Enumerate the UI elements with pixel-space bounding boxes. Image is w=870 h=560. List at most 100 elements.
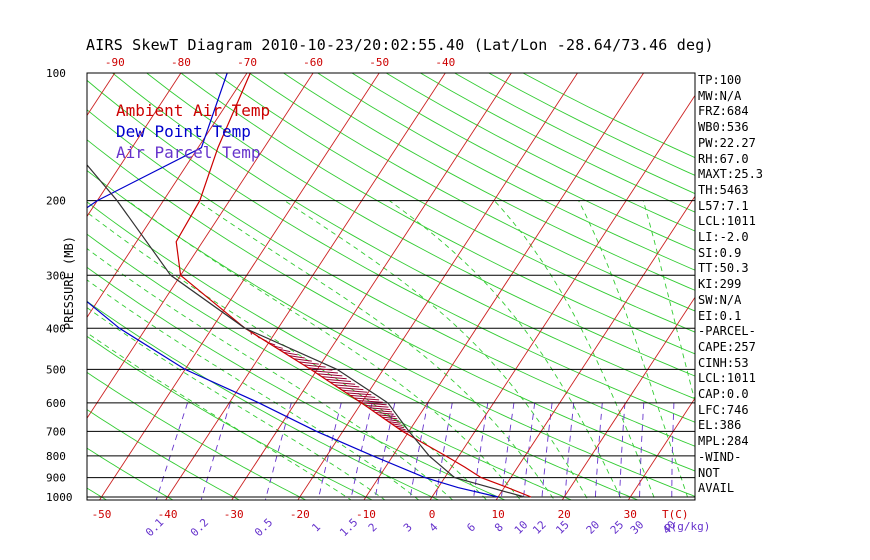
ambient-temp-line bbox=[175, 73, 532, 498]
mixing-ratio-line bbox=[374, 402, 396, 500]
bottom-temp-tick-label: -10 bbox=[356, 508, 376, 521]
isotherm bbox=[87, 73, 314, 420]
mixing-ratio-line bbox=[350, 402, 373, 500]
mixing-ratio-line bbox=[564, 402, 575, 500]
hatch-line bbox=[342, 389, 368, 393]
top-temp-tick-label: -70 bbox=[237, 56, 257, 69]
hatch-line bbox=[278, 348, 291, 353]
dry-adiabat bbox=[317, 73, 695, 271]
hatch-line bbox=[288, 355, 305, 359]
chart-title: AIRS SkewT Diagram 2010-10-23/20:02:55.4… bbox=[86, 36, 714, 54]
pressure-tick-label: 1000 bbox=[46, 491, 73, 504]
mixing-ratio-tick-label: 0.2 bbox=[188, 516, 211, 539]
temp-unit-label: T(C) bbox=[662, 508, 689, 521]
hatch-line bbox=[371, 409, 393, 413]
mixing-ratio-tick-label: 8 bbox=[492, 521, 506, 535]
plot-frame bbox=[86, 72, 696, 501]
grid-layer bbox=[0, 73, 870, 506]
mixing-ratio-line bbox=[500, 402, 515, 500]
hatch-line bbox=[308, 367, 333, 371]
cape-hatch bbox=[250, 331, 408, 433]
isotherm bbox=[231, 73, 512, 500]
index-entry: FRZ:684 bbox=[698, 104, 749, 119]
isotherm bbox=[87, 73, 248, 319]
hatch-line bbox=[375, 412, 394, 415]
dry-adiabat bbox=[214, 73, 695, 333]
dry-adiabat bbox=[0, 73, 49, 506]
hatch-line bbox=[385, 418, 400, 422]
mixing-ratio-tick-label: 30 bbox=[628, 518, 647, 537]
mixing-ratio-line bbox=[409, 402, 429, 500]
dry-adiabat bbox=[112, 73, 695, 400]
bottom-temp-tick-label: 10 bbox=[491, 508, 504, 521]
pressure-tick-label: 300 bbox=[46, 269, 66, 282]
top-temp-tick-label: -40 bbox=[435, 56, 455, 69]
y-axis-label: PRESSURE (MB) bbox=[62, 236, 76, 330]
index-entry: -PARCEL- bbox=[698, 324, 756, 339]
index-entry: LCL:1011 bbox=[698, 214, 756, 229]
mixing-ratio-tick-label: 3 bbox=[401, 521, 415, 535]
legend-entry: Dew Point Temp bbox=[116, 122, 251, 141]
hatch-line bbox=[334, 384, 360, 388]
index-entry: CAP:0.0 bbox=[698, 387, 749, 402]
hatch-line bbox=[321, 376, 347, 380]
dry-adiabat bbox=[522, 73, 695, 159]
pressure-tick-label: 600 bbox=[46, 397, 66, 410]
pressure-tick-label: 500 bbox=[46, 363, 66, 376]
top-temp-tick-label: -90 bbox=[105, 56, 125, 69]
bottom-temp-tick-label: -30 bbox=[224, 508, 244, 521]
dry-adiabat bbox=[87, 233, 573, 500]
bottom-temp-tick-label: -40 bbox=[158, 508, 178, 521]
isotherm bbox=[495, 195, 695, 500]
mixing-ratio-line bbox=[618, 402, 626, 500]
hatch-line bbox=[346, 392, 372, 396]
pressure-tick-label: 700 bbox=[46, 425, 66, 438]
dry-adiabat bbox=[87, 109, 695, 447]
dry-adiabat bbox=[87, 487, 108, 500]
moist-adiabat bbox=[493, 200, 656, 500]
top-temp-tick-label: -80 bbox=[171, 56, 191, 69]
top-temp-tick-label: -50 bbox=[369, 56, 389, 69]
dew-point-line bbox=[87, 73, 499, 498]
mixing-ratio-line bbox=[639, 402, 645, 500]
index-entry: EI:0.1 bbox=[698, 308, 742, 323]
index-entry: MAXT:25.3 bbox=[698, 167, 764, 182]
index-entry: MW:N/A bbox=[698, 88, 742, 103]
dry-adiabat bbox=[87, 169, 695, 497]
isotherm bbox=[165, 73, 446, 500]
isotherm bbox=[297, 73, 578, 500]
hatch-line bbox=[293, 358, 312, 362]
index-entry: TP:100 bbox=[698, 73, 742, 87]
moist-adiabat bbox=[578, 200, 689, 500]
hatch-line bbox=[391, 423, 403, 426]
mixing-ratio-line bbox=[200, 402, 231, 500]
hatch-line bbox=[298, 361, 319, 365]
hatch-line bbox=[357, 399, 383, 403]
index-entry: RH:67.0 bbox=[698, 151, 749, 166]
isotherm bbox=[429, 94, 695, 500]
index-entry: LFC:746 bbox=[698, 402, 749, 417]
mixing-ratio-line bbox=[472, 402, 489, 500]
bottom-temp-tick-label: 0 bbox=[429, 508, 436, 521]
index-entry: TT:50.3 bbox=[698, 261, 749, 276]
legend-entry: Ambient Air Temp bbox=[116, 101, 271, 120]
legend-entry: Air Parcel Temp bbox=[116, 143, 261, 162]
hatch-line bbox=[353, 397, 380, 401]
index-entry: TH:5463 bbox=[698, 182, 749, 197]
pressure-tick-label: 200 bbox=[46, 195, 66, 208]
index-entry: MPL:284 bbox=[698, 434, 749, 449]
dry-adiabat bbox=[385, 73, 695, 232]
hatch-line bbox=[303, 364, 326, 368]
hatch-line bbox=[283, 351, 298, 356]
dry-adiabat bbox=[146, 73, 695, 377]
moist-adiabat bbox=[127, 200, 522, 500]
parcel-temp-line bbox=[87, 163, 525, 498]
moist-adiabat bbox=[87, 211, 488, 500]
hatch-line bbox=[329, 381, 356, 385]
pressure-tick-label: 400 bbox=[46, 322, 66, 335]
mixing-ratio-line bbox=[317, 402, 342, 500]
isotherm bbox=[757, 73, 870, 506]
index-entry: WB0:536 bbox=[698, 120, 749, 135]
hatch-line bbox=[338, 387, 364, 391]
